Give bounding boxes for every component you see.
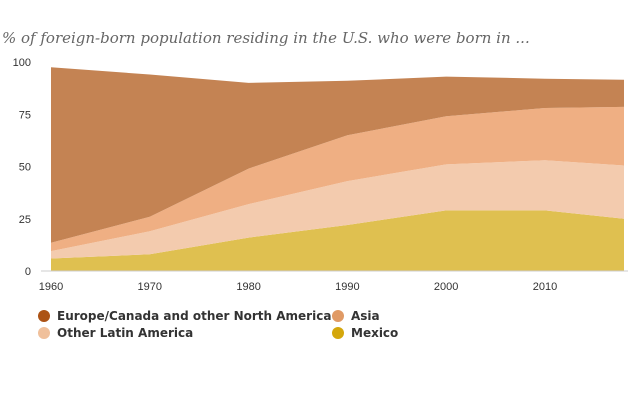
legend-label-other-latin-america: Other Latin America	[57, 326, 194, 340]
area-layers	[51, 67, 624, 271]
area-europe-canada-and-other-north-america	[51, 67, 624, 243]
x-tick-label: 2010	[533, 281, 557, 293]
legend-item-asia: Asia	[332, 309, 380, 323]
y-tick-label: 25	[19, 214, 31, 226]
legend-label-mexico: Mexico	[351, 326, 399, 340]
y-tick-label: 75	[19, 109, 31, 121]
x-tick-label: 1960	[39, 281, 63, 293]
area-asia	[51, 106, 624, 252]
area-other-latin-america	[51, 160, 624, 259]
legend-label-europe: Europe/Canada and other North America	[57, 309, 332, 323]
y-tick-label: 100	[13, 57, 31, 69]
legend-item-mexico: Mexico	[332, 326, 398, 340]
y-tick-label: 0	[25, 266, 31, 278]
x-tick-label: 1970	[138, 281, 162, 293]
y-axis-ticks: 0 25 50 75 100	[13, 57, 31, 278]
legend-swatch-europe-icon	[38, 310, 50, 322]
legend-swatch-other-latin-america-icon	[38, 327, 50, 339]
legend-item-other-latin-america: Other Latin America	[38, 326, 193, 340]
legend-item-europe: Europe/Canada and other North America	[38, 309, 331, 323]
x-tick-label: 1980	[236, 281, 260, 293]
legend-swatch-mexico-icon	[332, 327, 344, 339]
y-tick-label: 50	[19, 162, 31, 174]
x-tick-label: 1990	[335, 281, 359, 293]
area-mexico	[51, 210, 624, 271]
legend-swatch-asia-icon	[332, 310, 344, 322]
x-tick-label: 2000	[434, 281, 458, 293]
x-axis-ticks: 1960 1970 1980 1990 2000 2010	[39, 281, 557, 293]
area-chart: 0 25 50 75 100 1960 1970 1980 1990 2000 2010	[13, 57, 628, 293]
legend-label-asia: Asia	[351, 309, 380, 323]
chart-subtitle: % of foreign-born population residing in…	[2, 29, 530, 47]
